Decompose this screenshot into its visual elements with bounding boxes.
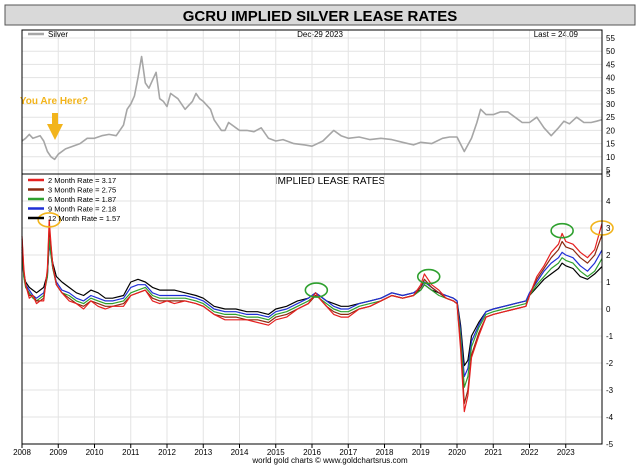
y-tick-label: 10 (606, 153, 615, 162)
x-tick-label: 2012 (158, 448, 176, 457)
x-tick-label: 2009 (49, 448, 67, 457)
y-tick-label: 0 (606, 305, 611, 314)
y-tick-label: 4 (606, 197, 611, 206)
y-tick-label: 35 (606, 87, 615, 96)
highlight-circle (304, 282, 329, 298)
y-tick-label: -2 (606, 359, 614, 368)
x-tick-label: 2018 (376, 448, 394, 457)
silver-legend: Silver (28, 30, 68, 39)
series-line-silver (21, 55, 603, 161)
x-tick-label: 2023 (557, 448, 575, 457)
x-tick-label: 2008 (13, 448, 31, 457)
y-tick-label: -1 (606, 332, 614, 341)
y-tick-label: 1 (606, 278, 611, 287)
series-line-6-month-rate (21, 238, 603, 388)
title-bar (4, 4, 636, 26)
legend-label-3-month-rate: 3 Month Rate = 2.75 (48, 186, 116, 195)
x-tick-label: 2021 (484, 448, 502, 457)
y-tick-label: 20 (606, 126, 615, 135)
y-tick-label: 30 (606, 100, 615, 109)
y-tick-label: -5 (606, 440, 614, 449)
legend-label-12-month-rate: 12 Month Rate = 1.57 (48, 214, 120, 223)
y-tick-label: 25 (606, 113, 615, 122)
x-tick-label: 2013 (194, 448, 212, 457)
x-tick-label: 2020 (448, 448, 466, 457)
x-tick-label: 2010 (86, 448, 104, 457)
lease-legend: 2 Month Rate = 3.173 Month Rate = 2.756 … (28, 176, 120, 223)
x-tick-label: 2014 (231, 448, 249, 457)
x-tick-label: 2011 (122, 448, 140, 457)
y-tick-label: 5 (606, 170, 611, 179)
silver-panel-grid (21, 30, 603, 174)
y-tick-label: 40 (606, 74, 615, 83)
legend-label-2-month-rate: 2 Month Rate = 3.17 (48, 176, 116, 185)
legend-label-silver: Silver (48, 30, 68, 39)
series-lines (21, 55, 603, 413)
y-tick-label: 2 (606, 251, 611, 260)
series-line-9-month-rate (21, 240, 603, 378)
series-line-2-month-rate (21, 219, 603, 413)
y-tick-label: 50 (606, 47, 615, 56)
highlight-circle (550, 222, 574, 239)
y-tick-label: 45 (606, 60, 615, 69)
x-tick-label: 2017 (339, 448, 357, 457)
y-tick-label: -3 (606, 386, 614, 395)
y-tick-label: 3 (606, 224, 611, 233)
footer-credit: world gold charts © www.goldchartsrus.co… (251, 456, 408, 465)
arrow-icon (47, 113, 63, 140)
last-label: Last = 24.09 (534, 30, 579, 39)
x-tick-label: 2015 (267, 448, 285, 457)
y-tick-label: 55 (606, 34, 615, 43)
legend-label-9-month-rate: 9 Month Rate = 2.18 (48, 205, 116, 214)
y-tick-label: 15 (606, 140, 615, 149)
y-tick-label: -4 (606, 413, 614, 422)
y-tick-label: 5 (606, 166, 611, 175)
annotation-label: You Are Here? (20, 96, 88, 107)
lease-panel-title: IMPLIED LEASE RATES (275, 176, 386, 187)
highlight-circle (416, 268, 441, 285)
lease-panel-frame (21, 173, 603, 445)
legend-label-6-month-rate: 6 Month Rate = 1.87 (48, 195, 116, 204)
x-axis-ticks: 2008 2009 2010 2011 2012 2013 2014 2015 2016 2017… (13, 444, 575, 457)
x-tick-label: 2019 (412, 448, 430, 457)
chart-title: GCRU IMPLIED SILVER LEASE RATES (183, 8, 457, 25)
highlight-circle (37, 212, 61, 228)
x-tick-label: 2016 (303, 448, 321, 457)
x-tick-label: 2022 (521, 448, 539, 457)
date-label: Dec-29 2023 (297, 30, 343, 39)
